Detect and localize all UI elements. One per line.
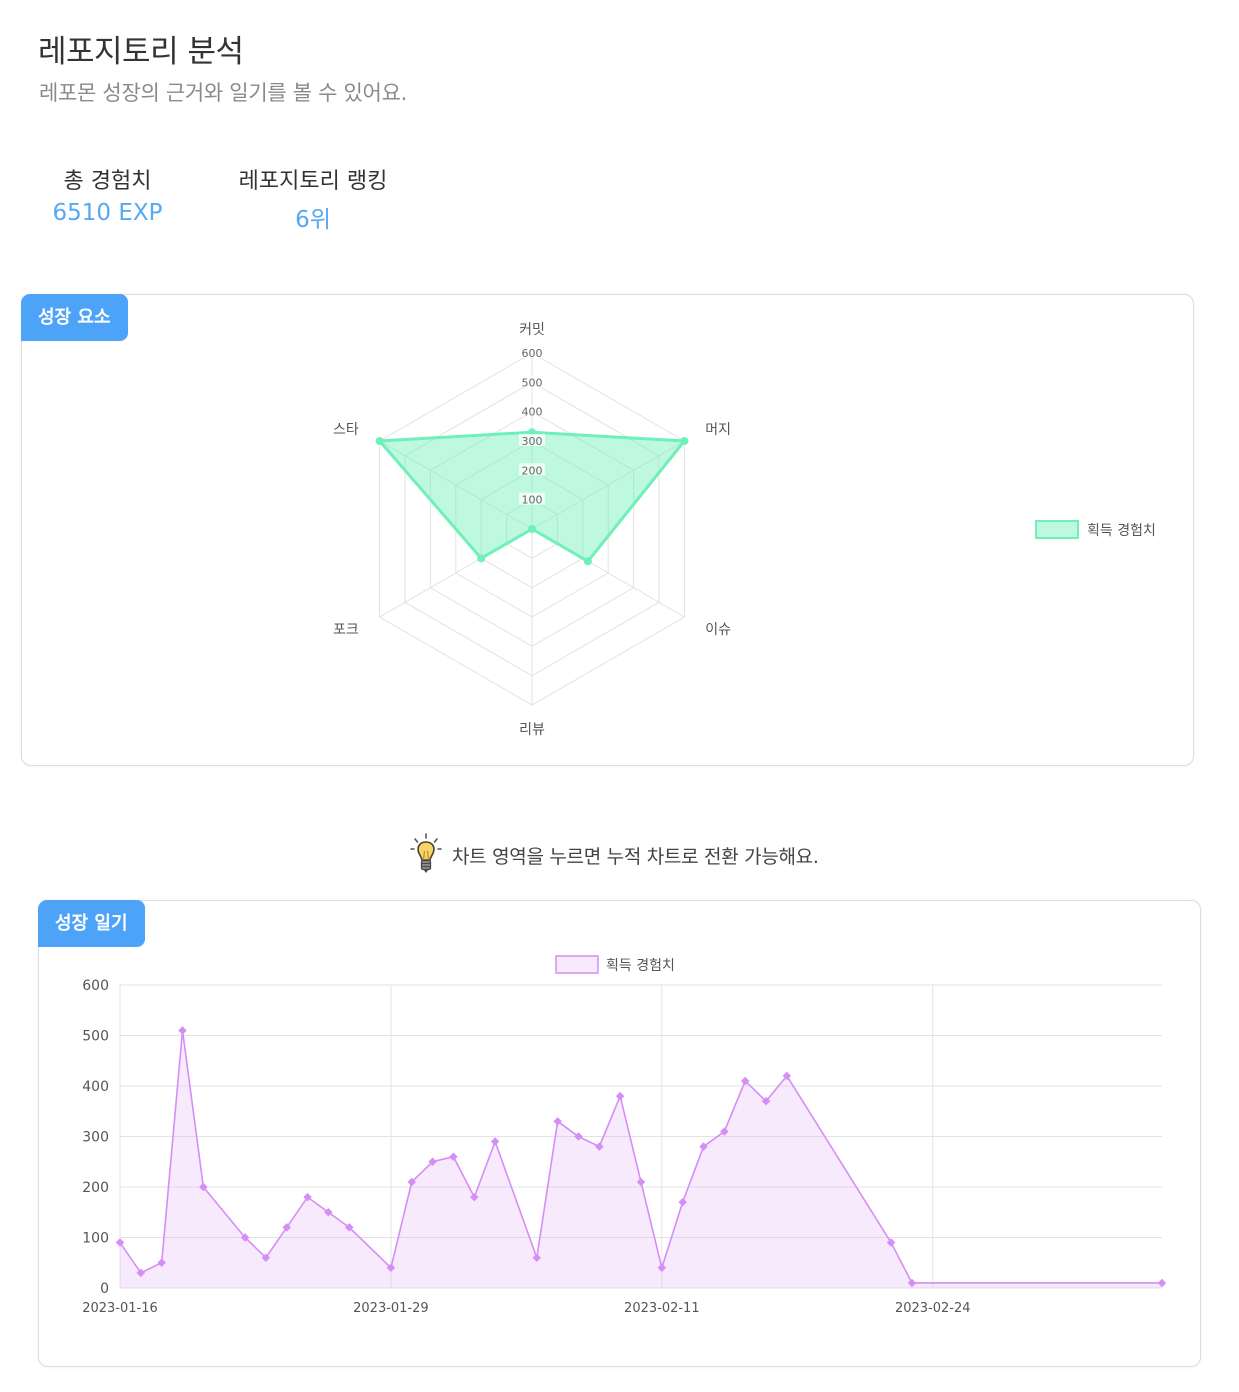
line-point <box>428 1157 437 1166</box>
radar-tick-label: 400 <box>522 406 543 419</box>
line-point <box>657 1263 667 1273</box>
radar-point <box>583 557 592 566</box>
page-title: 레포지토리 분석 <box>38 34 244 70</box>
line-point <box>615 1091 625 1101</box>
total-exp-value: 6510 EXP <box>52 200 163 226</box>
page-subtitle: 레포몬 성장의 근거와 일기를 볼 수 있어요. <box>39 81 407 105</box>
x-tick-label: 2023-02-24 <box>895 1301 971 1316</box>
x-tick-label: 2023-02-11 <box>624 1301 700 1316</box>
radar-category-label: 머지 <box>705 422 731 438</box>
radar-tick-backdrop <box>519 404 545 417</box>
y-tick-label: 500 <box>82 1029 109 1045</box>
line-point <box>907 1278 917 1288</box>
line-series-area <box>120 1030 1162 1288</box>
line-point <box>386 1263 396 1273</box>
radar-legend-label: 획득 경험치 <box>1087 523 1156 539</box>
radar-tick-label: 100 <box>522 494 543 507</box>
y-tick-label: 200 <box>82 1180 109 1196</box>
y-tick-label: 600 <box>82 978 109 994</box>
radar-tick-label: 500 <box>522 376 543 389</box>
lightbulb-icon <box>410 833 442 873</box>
radar-tick-backdrop <box>519 346 545 358</box>
growth-factors-tag: 성장 요소 <box>21 294 128 341</box>
line-point <box>407 1177 417 1187</box>
line-point <box>720 1127 729 1136</box>
y-tick-label: 300 <box>82 1130 109 1146</box>
growth-diary-tag: 성장 일기 <box>38 900 145 947</box>
line-legend-label: 획득 경험치 <box>606 958 675 974</box>
x-tick-label: 2023-01-16 <box>82 1301 158 1316</box>
line-point <box>636 1177 646 1187</box>
line-point <box>532 1253 542 1262</box>
line-point <box>178 1026 187 1035</box>
radar-point <box>375 437 384 445</box>
ranking-value: 6위 <box>295 207 331 233</box>
radar-legend-swatch <box>1035 520 1079 539</box>
y-tick-label: 100 <box>82 1231 109 1247</box>
radar-tick-backdrop <box>519 375 545 388</box>
chart-hint: 차트 영역을 누르면 누적 차트로 전환 가능해요. <box>410 832 819 878</box>
line-point <box>261 1253 271 1262</box>
line-point <box>490 1137 500 1146</box>
radar-tick-backdrop <box>519 434 545 446</box>
line-point <box>740 1076 750 1086</box>
hint-text: 차트 영역을 누르면 누적 차트로 전환 가능해요. <box>452 845 819 868</box>
radar-point <box>477 554 486 563</box>
radar-tick-label: 600 <box>522 347 543 360</box>
total-exp-label: 총 경험치 <box>63 169 152 194</box>
y-tick-label: 400 <box>82 1079 109 1095</box>
line-point <box>324 1208 333 1217</box>
radar-category-label: 커밋 <box>519 322 545 338</box>
line-point <box>1157 1278 1167 1288</box>
ranking-label: 레포지토리 랭킹 <box>238 169 388 194</box>
radar-category-label: 이슈 <box>705 622 731 638</box>
y-tick-label: 0 <box>100 1281 109 1297</box>
radar-category-label: 스타 <box>333 422 359 438</box>
radar-tick-label: 200 <box>522 464 543 477</box>
line-legend-swatch <box>555 955 599 974</box>
radar-category-label: 포크 <box>333 622 359 638</box>
radar-point <box>528 525 536 533</box>
radar-point <box>680 437 689 445</box>
line-point <box>115 1238 125 1247</box>
radar-spoke <box>379 440 533 530</box>
line-point <box>886 1238 896 1247</box>
growth-diary-card: 성장 일기 0 100 200 300 400 500 600 2023-01-16 2023-… <box>38 900 1201 1367</box>
diary-line-chart[interactable]: 0 100 200 300 400 500 600 2023-01-16 2023-01-29 2… <box>39 901 1200 1366</box>
x-tick-label: 2023-01-29 <box>353 1301 429 1316</box>
radar-tick-backdrop <box>519 463 545 476</box>
radar-tick-label: 300 <box>522 435 543 448</box>
radar-spoke <box>531 440 685 530</box>
radar-category-label: 리뷰 <box>519 722 545 738</box>
line-point <box>449 1152 458 1161</box>
radar-tick-backdrop <box>519 492 545 505</box>
